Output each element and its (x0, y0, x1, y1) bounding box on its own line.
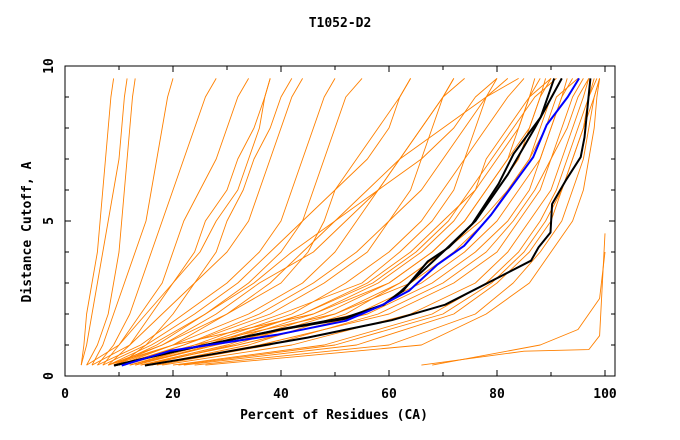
model-curve-outlier (432, 251, 606, 366)
x-tick-label: 80 (489, 387, 505, 402)
model-curve (151, 78, 584, 366)
model-curve (140, 78, 536, 366)
model-curve (102, 78, 249, 366)
model-curve (97, 78, 217, 366)
plot-area (80, 77, 606, 367)
model-curve (113, 78, 411, 366)
y-tick-label: 10 (42, 58, 57, 74)
model-curve (124, 78, 498, 366)
model-curve (91, 78, 174, 366)
x-tick-label: 20 (165, 387, 181, 402)
model-curve (135, 78, 552, 366)
model-curve (108, 78, 465, 366)
model-curve (205, 78, 601, 366)
model-curve (97, 78, 336, 366)
model-curve (102, 78, 411, 366)
highlight-curve-black (113, 77, 563, 367)
y-tick-labels: 0 5 10 (42, 58, 57, 380)
model-curve (80, 78, 115, 366)
model-curve (156, 78, 590, 366)
chart-title: T1052-D2 (309, 16, 372, 31)
y-tick-label: 5 (42, 217, 57, 225)
highlight-curve-black (144, 78, 592, 367)
model-curve (194, 78, 601, 366)
x-tick-label: 60 (381, 387, 397, 402)
model-curve (145, 78, 579, 366)
x-tick-label: 100 (593, 387, 617, 402)
model-curve (178, 78, 598, 366)
model-curve (86, 78, 271, 366)
y-tick-label: 0 (42, 372, 57, 380)
highlight-curve-blue (121, 77, 580, 367)
y-axis-label: Distance Cutoff, A (20, 161, 35, 302)
x-tick-labels: 0 20 40 60 80 100 (61, 387, 617, 402)
model-curve-outlier (421, 233, 606, 366)
axis-ticks (64, 65, 615, 377)
model-curve (80, 78, 128, 366)
x-tick-label: 0 (61, 387, 69, 402)
model-curve (172, 78, 595, 366)
model-curve (124, 78, 519, 366)
x-axis-label: Percent of Residues (CA) (240, 408, 428, 423)
x-tick-label: 40 (273, 387, 289, 402)
model-curve (107, 78, 271, 366)
model-curve (118, 78, 293, 366)
model-curve (162, 78, 590, 366)
model-curve (113, 78, 498, 366)
model-curve (91, 78, 303, 366)
model-curve (86, 78, 136, 366)
model-curve (135, 78, 557, 366)
model-curve (129, 78, 525, 366)
